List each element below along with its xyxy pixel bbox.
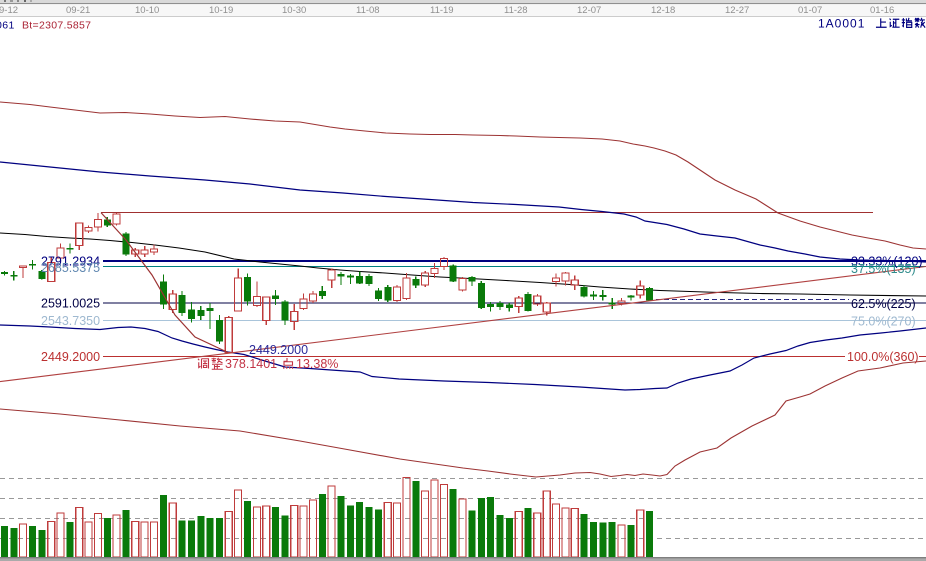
svg-text:37.5%(135): 37.5%(135): [851, 262, 916, 276]
svg-text:2791.2934: 2791.2934: [41, 255, 100, 269]
svg-text:75.0%(270): 75.0%(270): [851, 315, 916, 329]
svg-text:2449.2000: 2449.2000: [41, 350, 100, 364]
svg-text:1A0001: 1A0001: [818, 17, 865, 31]
svg-text:10-19: 10-19: [209, 5, 233, 16]
svg-text:378.1401: 378.1401: [225, 357, 277, 371]
svg-text:12-18: 12-18: [651, 5, 675, 16]
svg-text:Bt=2307.5857: Bt=2307.5857: [22, 19, 91, 31]
svg-text:11-19: 11-19: [430, 5, 454, 16]
svg-text:2685.5375: 2685.5375: [41, 261, 100, 275]
svg-text:10-30: 10-30: [282, 5, 306, 16]
svg-text:2543.7350: 2543.7350: [41, 314, 100, 328]
svg-text:2449.2000: 2449.2000: [249, 343, 308, 357]
svg-text:33.33%(120): 33.33%(120): [851, 255, 923, 269]
svg-text:12-07: 12-07: [577, 5, 601, 16]
svg-text:12-27: 12-27: [725, 5, 749, 16]
svg-text:01-07: 01-07: [798, 5, 822, 16]
svg-text:01-16: 01-16: [870, 5, 894, 16]
svg-text:100.0%(360): 100.0%(360): [847, 350, 919, 364]
svg-text:9-12: 9-12: [0, 5, 18, 16]
svg-text:11-28: 11-28: [504, 5, 528, 16]
svg-text:11-08: 11-08: [356, 5, 380, 16]
svg-text:09-21: 09-21: [66, 5, 90, 16]
svg-text:13.38%: 13.38%: [296, 357, 338, 371]
svg-text:061: 061: [0, 19, 15, 31]
svg-text:62.5%(225): 62.5%(225): [851, 297, 916, 311]
svg-text:10-10: 10-10: [135, 5, 159, 16]
svg-text:2591.0025: 2591.0025: [41, 297, 100, 311]
